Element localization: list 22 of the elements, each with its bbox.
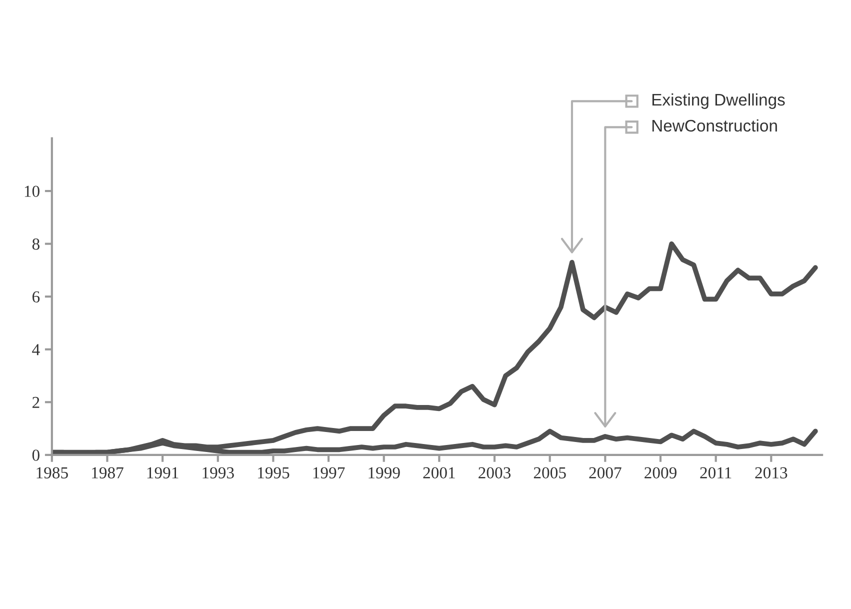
x-tick-label: 2007: [589, 467, 622, 478]
y-tick-label: 0: [32, 450, 40, 461]
y-tick-label: 4: [32, 344, 40, 356]
x-tick-label: 2001: [423, 467, 455, 478]
x-tick-label: 2013: [755, 467, 788, 478]
x-tick-label: 1995: [258, 467, 290, 478]
x-tick-label: 1997: [313, 467, 345, 478]
x-tick-label: 2005: [534, 467, 566, 478]
x-tick-label: 1991: [147, 467, 178, 478]
y-tick-label: 10: [24, 186, 40, 197]
text: Existing Dwellings: [652, 93, 785, 109]
x-tick-label: 1985: [36, 467, 68, 478]
y-tick-label: 2: [32, 396, 40, 408]
x-tick-label: 1999: [368, 467, 400, 478]
text: NewConstruction: [652, 119, 777, 132]
x-tick-label: 2003: [478, 467, 511, 478]
x-tick-label: 2011: [700, 467, 732, 478]
y-tick-label: 6: [32, 291, 40, 303]
x-tick-label: 1993: [202, 467, 234, 478]
y-tick-label: 8: [32, 238, 40, 250]
x-tick-label: 1987: [92, 467, 124, 478]
x-tick-label: 2009: [644, 467, 676, 478]
